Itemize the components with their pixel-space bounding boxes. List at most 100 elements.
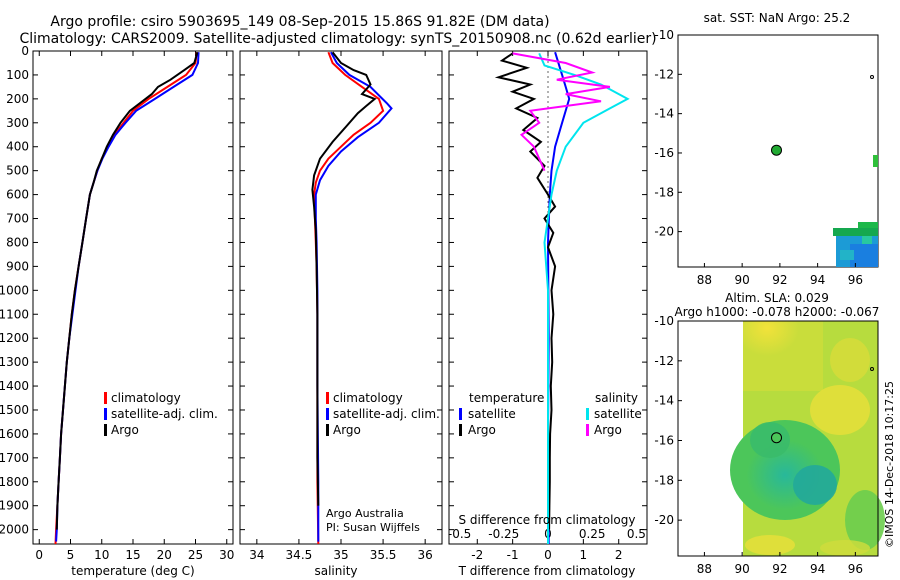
y-tick-label: 500 xyxy=(6,164,29,178)
legend-s-argo-marker xyxy=(586,424,589,436)
y-tick-label: 600 xyxy=(6,188,29,202)
y-tick-label: 400 xyxy=(6,140,29,154)
copyright-label: ©IMOS 14-Dec-2018 10:17:25 xyxy=(883,381,896,548)
map-y-tick-label: -14 xyxy=(654,394,674,408)
sst-patch xyxy=(833,228,878,236)
legend-salinity-title: salinity xyxy=(595,391,638,405)
legend-climatology-label: climatology xyxy=(111,391,181,405)
map-y-tick-label: -10 xyxy=(654,314,674,328)
map-x-tick-label: 90 xyxy=(735,273,750,287)
map-y-tick-label: -10 xyxy=(654,28,674,42)
sst-map-axis-labels: 88 90 92 94 96 -10 -12 -14 -16 -18 -20 xyxy=(654,28,863,287)
temperature-axis-title: temperature (deg C) xyxy=(71,564,194,578)
x-tick-label: 35 xyxy=(333,548,348,562)
title-line-2: Climatology: CARS2009. Satellite-adjuste… xyxy=(19,31,656,47)
map-y-tick-label: -12 xyxy=(654,354,674,368)
t-difference-axis-title: T difference from climatology xyxy=(458,564,636,578)
y-tick-label: 1500 xyxy=(0,403,29,417)
profile-plots: 0 5 10 15 20 25 30 34 34.5 35 35.5 36 -2 -1 0 1 2 -0.5 -0.… xyxy=(33,50,647,562)
sla-high-region xyxy=(810,385,870,435)
x-tick-label: 1 xyxy=(580,548,588,562)
difference-legend: temperature satellite Argo salinity sate… xyxy=(459,391,642,437)
x-tick-label: 20 xyxy=(157,548,172,562)
s-tick-label: 0.25 xyxy=(579,527,606,541)
y-tick-label: 900 xyxy=(6,259,29,273)
y-tick-label: 1400 xyxy=(0,379,29,393)
sla-high-region xyxy=(820,540,870,556)
series-line-s-satellite xyxy=(538,52,630,544)
map-y-tick-label: -20 xyxy=(654,513,674,527)
argo-position-marker xyxy=(771,144,782,156)
sst-patch xyxy=(840,250,854,260)
sla-map-title-line-1: Altim. SLA: 0.029 xyxy=(725,291,829,305)
x-tick-label: 15 xyxy=(125,548,140,562)
series-line-argo xyxy=(55,51,199,530)
salinity-annotation: Argo Australia PI: Susan Wijffels xyxy=(326,507,420,534)
y-tick-label: 1000 xyxy=(0,283,29,297)
map-y-tick-label: -12 xyxy=(654,67,674,81)
y-tick-label: 800 xyxy=(6,235,29,249)
salinity-legend: climatology satellite-adj. clim. Argo xyxy=(326,391,440,437)
y-tick-label: 100 xyxy=(6,68,29,82)
map-y-tick-label: -16 xyxy=(654,146,674,160)
legend-argo-label: Argo xyxy=(111,423,139,437)
x-tick-label: 0 xyxy=(544,548,552,562)
y-tick-label: 1900 xyxy=(0,499,29,513)
argo-position-marker xyxy=(771,432,782,444)
map-x-tick-label: 92 xyxy=(772,562,787,576)
s-tick-label: 0.5 xyxy=(627,527,646,541)
depth-axis-labels: 0 100 200 300 400 500 600 700 800 900 1000 1100 1200… xyxy=(0,44,29,537)
y-tick-label: 300 xyxy=(6,116,29,130)
x-tick-label: -1 xyxy=(507,548,519,562)
x-tick-label: 36 xyxy=(418,548,433,562)
sla-low-region xyxy=(845,490,885,550)
legend-argo-marker xyxy=(326,424,329,436)
map-x-tick-label: 92 xyxy=(772,273,787,287)
s-tick-label: -0.5 xyxy=(448,527,471,541)
island-marker xyxy=(870,367,874,371)
x-tick-label: 35.5 xyxy=(370,548,397,562)
legend-t-argo-marker xyxy=(459,424,462,436)
legend-t-satellite-marker xyxy=(459,408,462,420)
s-difference-axis-title: S difference from climatology xyxy=(459,513,636,527)
island-marker xyxy=(870,75,874,79)
y-tick-label: 1300 xyxy=(0,355,29,369)
y-tick-label: 1600 xyxy=(0,427,29,441)
x-tick-label: 2 xyxy=(615,548,623,562)
map-y-tick-label: -14 xyxy=(654,107,674,121)
legend-climatology-label: climatology xyxy=(333,391,403,405)
map-y-tick-label: -20 xyxy=(654,225,674,239)
x-tick-label: 25 xyxy=(188,548,203,562)
temperature-legend: climatology satellite-adj. clim. Argo xyxy=(104,391,218,437)
sla-high-region xyxy=(745,535,795,555)
legend-s-satellite-marker xyxy=(586,408,589,420)
legend-s-satellite-label: satellite xyxy=(594,407,642,421)
sst-map xyxy=(677,34,879,268)
legend-t-satellite-label: satellite xyxy=(468,407,516,421)
legend-satellite-label: satellite-adj. clim. xyxy=(111,407,218,421)
legend-t-argo-label: Argo xyxy=(468,423,496,437)
legend-s-argo-label: Argo xyxy=(594,423,622,437)
series-line-satellite-adj-clim- xyxy=(55,52,200,542)
map-y-tick-label: -16 xyxy=(654,433,674,447)
y-tick-label: 1700 xyxy=(0,451,29,465)
sla-map-border xyxy=(677,320,879,557)
series-line-t-argo xyxy=(494,52,557,530)
legend-climatology-marker xyxy=(104,392,107,404)
x-tick-label: 30 xyxy=(219,548,234,562)
legend-satellite-marker xyxy=(326,408,329,420)
legend-satellite-label: satellite-adj. clim. xyxy=(333,407,440,421)
legend-argo-label: Argo xyxy=(333,423,361,437)
map-x-tick-label: 94 xyxy=(810,562,825,576)
salinity-panel xyxy=(239,50,443,545)
y-tick-label: 1100 xyxy=(0,307,29,321)
series-line-climatology xyxy=(54,52,198,545)
series-line-argo xyxy=(311,51,377,506)
sla-low-region xyxy=(750,422,790,458)
sla-high-region xyxy=(830,338,870,382)
x-tick-label: 10 xyxy=(94,548,109,562)
y-tick-label: 1200 xyxy=(0,331,29,345)
sst-patch xyxy=(862,236,872,244)
map-x-tick-label: 88 xyxy=(697,273,712,287)
